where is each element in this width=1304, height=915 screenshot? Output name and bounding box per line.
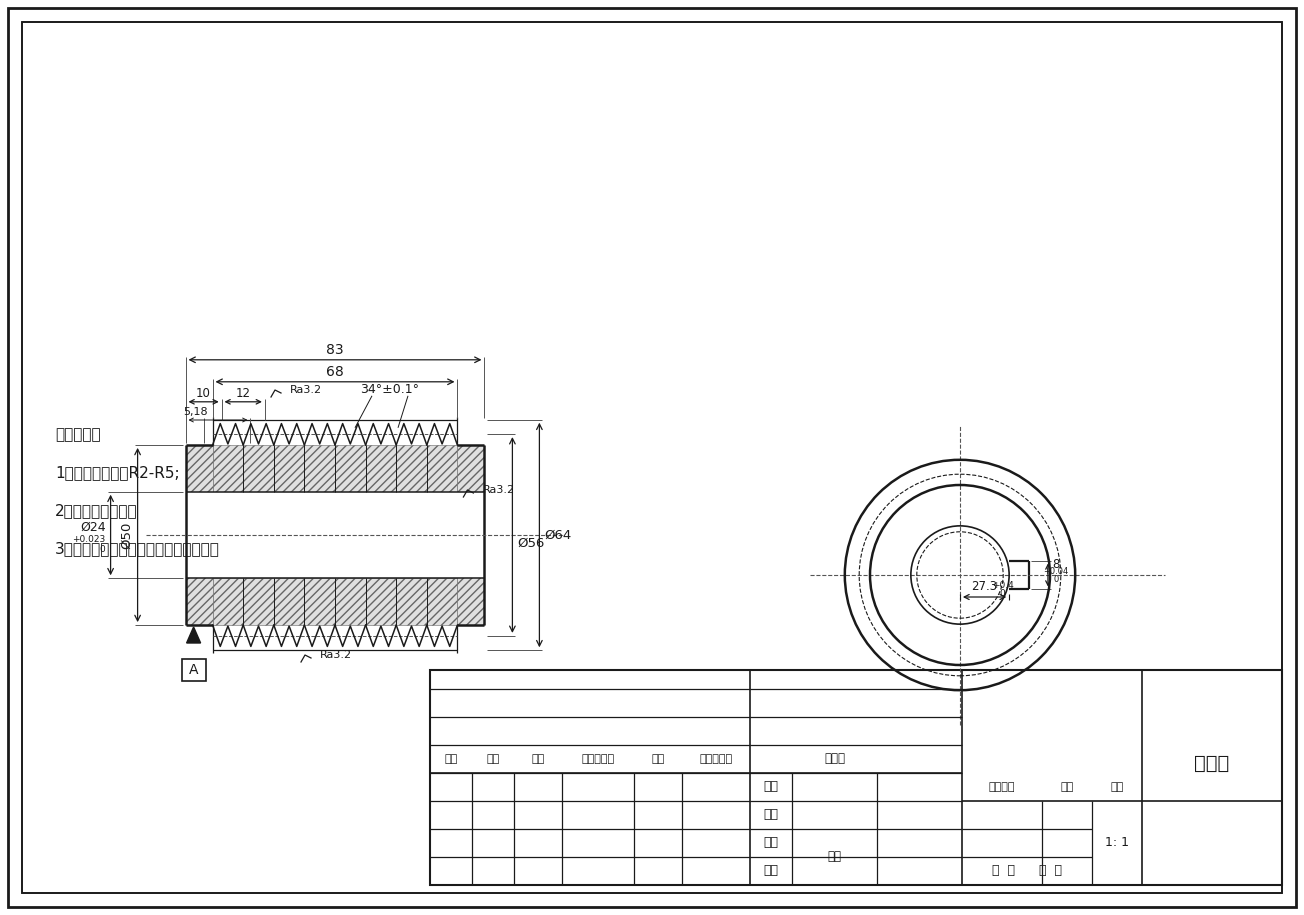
- Text: 0: 0: [1054, 576, 1059, 585]
- Text: 1: 1: 1: 1: [1104, 836, 1129, 849]
- Text: 5,18: 5,18: [184, 407, 209, 417]
- Text: A: A: [189, 663, 198, 677]
- Text: 3、轮毂上不允许有砂眼、裂缝、气泡。: 3、轮毂上不允许有砂眼、裂缝、气泡。: [55, 542, 220, 556]
- Bar: [430, 670, 1282, 885]
- Text: Ra3.2: Ra3.2: [482, 485, 515, 495]
- Text: 27.3: 27.3: [971, 580, 998, 594]
- Text: 0: 0: [1000, 588, 1005, 597]
- Text: 处数: 处数: [486, 754, 499, 764]
- Text: +0.04: +0.04: [1043, 567, 1068, 576]
- Polygon shape: [213, 578, 458, 625]
- Text: 2、去除毛刺飞边；: 2、去除毛刺飞边；: [55, 503, 138, 519]
- Polygon shape: [213, 445, 458, 491]
- Text: 比例: 比例: [1111, 782, 1124, 792]
- Text: Ra3.2: Ra3.2: [319, 650, 352, 660]
- Text: 制图: 制图: [764, 836, 778, 849]
- Text: Ø50: Ø50: [120, 522, 133, 549]
- Text: 技术要求：: 技术要求：: [55, 427, 100, 443]
- Text: Ø56: Ø56: [518, 536, 545, 550]
- Text: 年、月、日: 年、月、日: [699, 754, 733, 764]
- Text: 共  张      第  张: 共 张 第 张: [992, 865, 1061, 877]
- Text: 1、未标注圆角为R2-R5;: 1、未标注圆角为R2-R5;: [55, 466, 180, 480]
- Text: 34°±0.1°: 34°±0.1°: [360, 383, 420, 396]
- Polygon shape: [186, 627, 201, 643]
- Bar: [181, 659, 206, 681]
- Text: Ra3.2: Ra3.2: [289, 385, 322, 395]
- Bar: [185, 491, 484, 578]
- Text: Ø24: Ø24: [80, 521, 106, 533]
- Text: 批准: 批准: [828, 851, 841, 864]
- Text: +0.4: +0.4: [992, 580, 1013, 589]
- Polygon shape: [458, 445, 484, 625]
- Text: 签名: 签名: [652, 754, 665, 764]
- Text: 10: 10: [196, 387, 211, 400]
- Text: 审核: 审核: [764, 809, 778, 822]
- Text: 68: 68: [326, 365, 344, 379]
- Text: 阶段标记: 阶段标记: [988, 782, 1016, 792]
- Text: 83: 83: [326, 343, 344, 357]
- Text: 标记: 标记: [445, 754, 458, 764]
- Text: Ø64: Ø64: [544, 529, 571, 542]
- Text: 小带轮: 小带轮: [1194, 754, 1230, 773]
- Text: 工艺: 工艺: [764, 780, 778, 793]
- Text: +0.023: +0.023: [72, 534, 106, 544]
- Text: 标准化: 标准化: [824, 752, 845, 766]
- Text: 分区: 分区: [531, 754, 545, 764]
- Text: 重量: 重量: [1060, 782, 1073, 792]
- Text: 设计: 设计: [764, 865, 778, 877]
- Text: 更改文件号: 更改文件号: [582, 754, 614, 764]
- Text: 8: 8: [1052, 558, 1060, 571]
- Text: 12: 12: [236, 387, 250, 400]
- Text: 0: 0: [100, 544, 106, 554]
- Polygon shape: [185, 445, 213, 625]
